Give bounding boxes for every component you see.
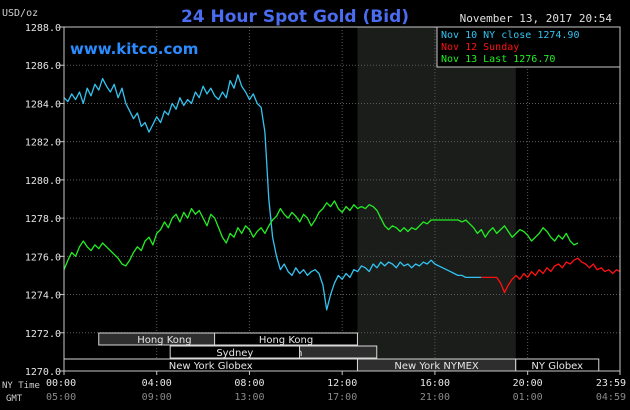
x-tick-label-ny: 00:00 <box>46 378 76 389</box>
y-tick-label: 1276.0 <box>25 252 61 263</box>
session-label: NY Globex <box>531 361 583 372</box>
session-label: New York Globex <box>169 361 253 372</box>
session-label: Hong Kong <box>137 335 191 346</box>
chart-date: November 13, 2017 20:54 <box>460 12 613 25</box>
y-tick-label: 1284.0 <box>25 99 61 110</box>
x-tick-label-ny: 08:00 <box>234 378 264 389</box>
legend-box <box>436 26 621 68</box>
grid-lines <box>64 26 620 372</box>
gmt-row-label: GMT <box>6 394 23 404</box>
legend-entry-nov12: Nov 12 Sunday <box>441 42 519 53</box>
x-tick-label-gmt: 04:59 <box>596 392 626 403</box>
legend-entry-nov13: Nov 13 Last 1276.70 <box>441 54 555 65</box>
nymex-shade-band <box>357 27 516 371</box>
legend-entry-nov10: Nov 10 NY close 1274.90 <box>441 30 579 41</box>
series-line-1 <box>481 257 621 294</box>
x-tick-label-gmt: 09:00 <box>142 392 172 403</box>
y-tick-label: 1270.0 <box>25 367 61 378</box>
watermark-logo: www.kitco.com <box>70 40 198 58</box>
x-tick-label-ny: 12:00 <box>327 378 357 389</box>
chart-title: 24 Hour Spot Gold (Bid) <box>181 7 409 27</box>
y-tick-label: 1288.0 <box>25 23 61 34</box>
ny-time-row-label: NY Time <box>2 381 40 391</box>
market-sessions: Hong KongLondonNew York GlobexNew York N… <box>63 332 600 372</box>
x-tick-label-ny: 20:00 <box>513 378 543 389</box>
price-series <box>63 74 621 311</box>
series-line-2 <box>63 200 579 270</box>
legend: Nov 10 NY close 1274.90 Nov 12 Sunday No… <box>436 26 621 68</box>
session-label: New York NYMEX <box>394 361 479 372</box>
y-tick-label: 1272.0 <box>25 329 61 340</box>
y-tick-label: 1280.0 <box>25 176 61 187</box>
x-tick-label-gmt: 05:00 <box>46 392 76 403</box>
session-label: Sydney <box>216 348 253 359</box>
x-axis: 00:00 05:00 04:00 09:00 08:00 13:00 12:00 17:00… <box>46 371 626 403</box>
x-tick-label-ny: 04:00 <box>142 378 172 389</box>
y-unit-label: USD/oz <box>2 8 38 19</box>
x-tick-label-gmt: 21:00 <box>420 392 450 403</box>
series-line-0 <box>63 74 482 311</box>
session-box <box>169 345 301 359</box>
y-tick-label: 1278.0 <box>25 214 61 225</box>
x-tick-label-ny: 16:00 <box>420 378 450 389</box>
nymex-band <box>357 27 516 371</box>
y-axis: 1288.0 1286.0 1284.0 1282.0 1280.0 1278.0 1276… <box>25 23 64 378</box>
y-tick-label: 1282.0 <box>25 138 61 149</box>
session-label: Hong Kong <box>259 335 313 346</box>
x-tick-label-gmt: 13:00 <box>234 392 264 403</box>
y-tick-label: 1286.0 <box>25 61 61 72</box>
session-box <box>214 332 358 346</box>
x-tick-label-ny: 23:59 <box>596 378 626 389</box>
x-tick-label-gmt: 17:00 <box>327 392 357 403</box>
x-tick-label-gmt: 01:00 <box>513 392 543 403</box>
y-tick-label: 1274.0 <box>25 291 61 302</box>
